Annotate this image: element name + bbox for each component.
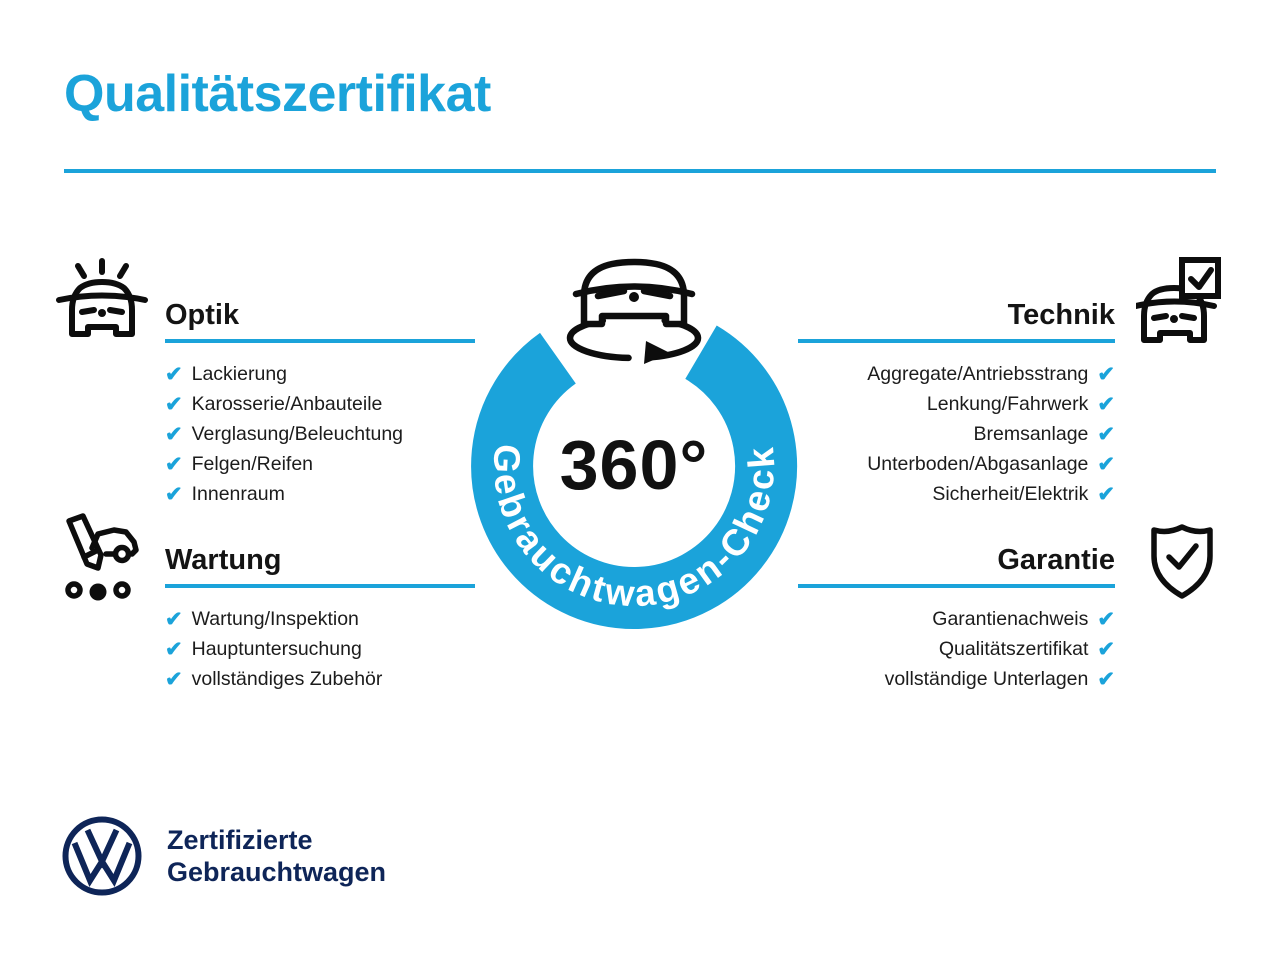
check-icon: ✔	[165, 452, 183, 476]
check-icon: ✔	[165, 637, 183, 661]
check-icon: ✔	[1097, 452, 1115, 476]
footer-claim-line1: Zertifizierte	[167, 825, 313, 855]
360-check-badge: Gebrauchtwagen-Check 360°	[471, 258, 798, 629]
check-icon: ✔	[1097, 422, 1115, 446]
section-title-wartung: Wartung	[165, 544, 475, 588]
check-item-label: Unterboden/Abgasanlage	[867, 452, 1089, 475]
footer-claim: Zertifizierte Gebrauchtwagen	[167, 824, 386, 888]
check-item: ✔ Sicherheit/Elektrik	[798, 479, 1115, 509]
section-title-optik: Optik	[165, 299, 475, 343]
page-title: Qualitätszertifikat	[64, 65, 491, 123]
section-title-garantie: Garantie	[798, 544, 1115, 588]
check-item-label: Innenraum	[191, 482, 285, 505]
check-item-label: Aggregate/Antriebsstrang	[867, 362, 1089, 385]
check-icon: ✔	[165, 362, 183, 386]
check-item-label: Karosserie/Anbauteile	[191, 392, 383, 415]
check-item: ✔ Felgen/Reifen	[165, 449, 475, 479]
check-item: ✔ Karosserie/Anbauteile	[165, 389, 475, 419]
badge-ring	[471, 325, 798, 629]
check-icon: ✔	[165, 667, 183, 691]
check-item: ✔ vollständiges Zubehör	[165, 664, 475, 694]
checklist-optik: ✔ Lackierung ✔ Karosserie/Anbauteile ✔ Verg…	[165, 359, 475, 509]
check-item-label: Lackierung	[191, 362, 288, 385]
check-item-label: vollständiges Zubehör	[191, 667, 383, 690]
checklist-technik: ✔ Aggregate/Antriebsstrang ✔ Lenkung/Fahrw…	[798, 359, 1115, 509]
check-item-label: Wartung/Inspektion	[191, 607, 359, 630]
section-optik: Optik ✔ Lackierung ✔ Karosserie/Anbauteile…	[165, 299, 475, 509]
check-icon: ✔	[165, 607, 183, 631]
check-item: ✔ Wartung/Inspektion	[165, 604, 475, 634]
check-item: ✔ Unterboden/Abgasanlage	[798, 449, 1115, 479]
check-item: ✔ Lenkung/Fahrwerk	[798, 389, 1115, 419]
check-item-label: vollständige Unterlagen	[884, 667, 1089, 690]
check-item-label: Bremsanlage	[973, 422, 1089, 445]
check-item: ✔ Garantienachweis	[798, 604, 1115, 634]
check-item: ✔ Qualitätszertifikat	[798, 634, 1115, 664]
check-item-label: Lenkung/Fahrwerk	[926, 392, 1089, 415]
check-icon: ✔	[1097, 362, 1115, 386]
check-item-label: Garantienachweis	[932, 607, 1089, 630]
car-rotation-icon	[566, 258, 702, 364]
check-item: ✔ Hauptuntersuchung	[165, 634, 475, 664]
check-item-label: Verglasung/Beleuchtung	[191, 422, 404, 445]
check-icon: ✔	[1097, 667, 1115, 691]
section-title-technik: Technik	[798, 299, 1115, 343]
check-icon: ✔	[1097, 607, 1115, 631]
check-item: ✔ Bremsanlage	[798, 419, 1115, 449]
title-divider	[64, 169, 1216, 173]
check-item-label: Sicherheit/Elektrik	[932, 482, 1089, 505]
check-item-label: Qualitätszertifikat	[938, 637, 1089, 660]
service-pencil-car-icon	[65, 513, 139, 601]
volkswagen-logo	[62, 816, 142, 896]
check-icon: ✔	[1097, 392, 1115, 416]
section-garantie: Garantie ✔ Garantienachweis ✔ Qualitätszer…	[798, 544, 1115, 694]
check-item: ✔ Aggregate/Antriebsstrang	[798, 359, 1115, 389]
check-item-label: Felgen/Reifen	[191, 452, 314, 475]
car-shine-icon	[56, 258, 148, 337]
section-wartung: Wartung ✔ Wartung/Inspektion ✔ Hauptunters…	[165, 544, 475, 694]
check-icon: ✔	[1097, 482, 1115, 506]
check-item: ✔ vollständige Unterlagen	[798, 664, 1115, 694]
checklist-garantie: ✔ Garantienachweis ✔ Qualitätszertifikat ✔…	[798, 604, 1115, 694]
check-item: ✔ Innenraum	[165, 479, 475, 509]
check-item: ✔ Lackierung	[165, 359, 475, 389]
check-icon: ✔	[165, 482, 183, 506]
check-icon: ✔	[165, 392, 183, 416]
check-item-label: Hauptuntersuchung	[191, 637, 362, 660]
badge-degrees: 360°	[560, 426, 709, 504]
check-icon: ✔	[1097, 637, 1115, 661]
checklist-wartung: ✔ Wartung/Inspektion ✔ Hauptuntersuchung ✔…	[165, 604, 475, 694]
check-icon: ✔	[165, 422, 183, 446]
section-technik: Technik ✔ Aggregate/Antriebsstrang ✔ Lenku…	[798, 299, 1115, 509]
check-item: ✔ Verglasung/Beleuchtung	[165, 419, 475, 449]
car-checkbox-icon	[1136, 257, 1221, 343]
footer-claim-line2: Gebrauchtwagen	[167, 857, 387, 887]
shield-check-icon	[1151, 524, 1213, 599]
